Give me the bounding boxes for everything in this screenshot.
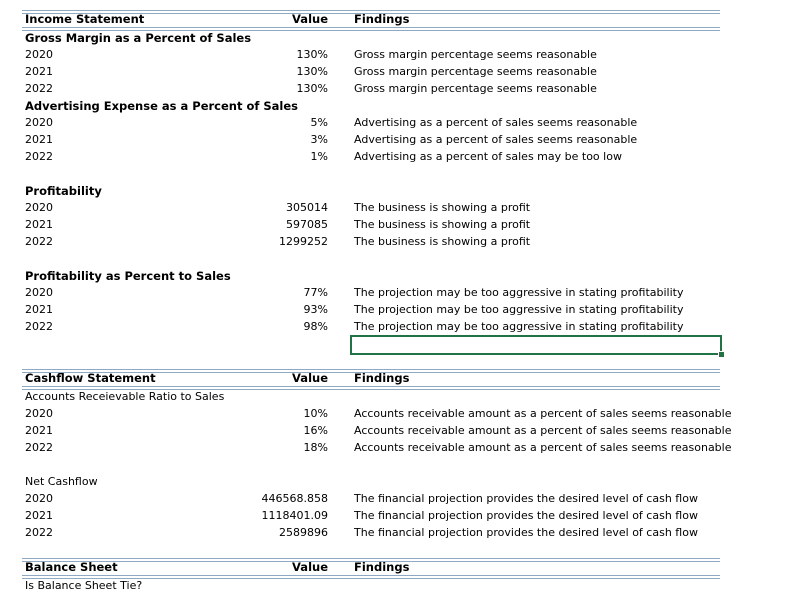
year: 2022 [25,320,53,333]
value: 597085 [286,218,328,231]
group-title: Is Balance Sheet Tie? [25,579,143,592]
year: 2021 [25,65,53,78]
section-title: Balance Sheet [25,560,118,574]
finding: The projection may be too aggressive in … [354,320,684,333]
year: 2021 [25,218,53,231]
border-line [22,578,720,579]
value: 98% [303,320,328,333]
finding: Gross margin percentage seems reasonable [354,48,597,61]
value: 93% [303,303,328,316]
border-line [22,558,720,559]
group-title: Gross Margin as a Percent of Sales [25,31,252,45]
value: 16% [303,424,328,437]
finding: Gross margin percentage seems reasonable [354,65,597,78]
finding: The business is showing a profit [354,218,531,231]
value-header: Value [292,560,328,574]
year: 2021 [25,509,53,522]
value: 5% [310,116,328,129]
finding: The projection may be too aggressive in … [354,303,684,316]
finding: Gross margin percentage seems reasonable [354,82,597,95]
finding: The financial projection provides the de… [354,526,698,539]
value: 130% [296,82,328,95]
finding: Advertising as a percent of sales seems … [354,116,638,129]
section-title: Income Statement [25,12,145,26]
finding: Accounts receivable amount as a percent … [354,424,732,437]
year: 2022 [25,82,53,95]
value: 305014 [286,201,328,214]
year: 2022 [25,526,53,539]
value: 2589896 [279,526,328,539]
year: 2020 [25,201,53,214]
border-line [22,30,720,31]
border-line [22,369,720,370]
border-line [22,389,720,390]
group-title: Profitability as Percent to Sales [25,269,231,283]
year: 2022 [25,441,53,454]
value: 1118401.09 [261,509,328,522]
year: 2021 [25,303,53,316]
finding: Advertising as a percent of sales seems … [354,133,638,146]
finding: The financial projection provides the de… [354,509,698,522]
value: 18% [303,441,328,454]
year: 2022 [25,235,53,248]
finding: The business is showing a profit [354,201,531,214]
finding: Advertising as a percent of sales may be… [354,150,622,163]
value: 1299252 [279,235,328,248]
value: 3% [310,133,328,146]
value: 10% [303,407,328,420]
value-header: Value [292,12,328,26]
year: 2021 [25,424,53,437]
border-line [22,561,720,562]
border-line [22,386,720,387]
group-title: Net Cashflow [25,475,98,488]
border-line [22,10,720,11]
year: 2020 [25,407,53,420]
value: 1% [310,150,328,163]
group-title: Advertising Expense as a Percent of Sale… [25,99,299,113]
finding: The business is showing a profit [354,235,531,248]
finding: Accounts receivable amount as a percent … [354,441,732,454]
findings-header: Findings [354,12,410,26]
findings-header: Findings [354,560,410,574]
border-line [22,13,720,14]
year: 2020 [25,286,53,299]
value: 130% [296,65,328,78]
finding: The projection may be too aggressive in … [354,286,684,299]
findings-header: Findings [354,371,410,385]
section-title: Cashflow Statement [25,371,156,385]
year: 2020 [25,116,53,129]
year: 2022 [25,150,53,163]
border-line [22,575,720,576]
value-header: Value [292,371,328,385]
year: 2021 [25,133,53,146]
year: 2020 [25,48,53,61]
group-title: Profitability [25,184,102,198]
value: 446568.858 [261,492,328,505]
selected-cell[interactable] [350,335,725,358]
year: 2020 [25,492,53,505]
value: 130% [296,48,328,61]
value: 77% [303,286,328,299]
finding: The financial projection provides the de… [354,492,698,505]
border-line [22,372,720,373]
finding: Accounts receivable amount as a percent … [354,407,732,420]
border-line [22,27,720,28]
group-title: Accounts Receievable Ratio to Sales [25,390,225,403]
